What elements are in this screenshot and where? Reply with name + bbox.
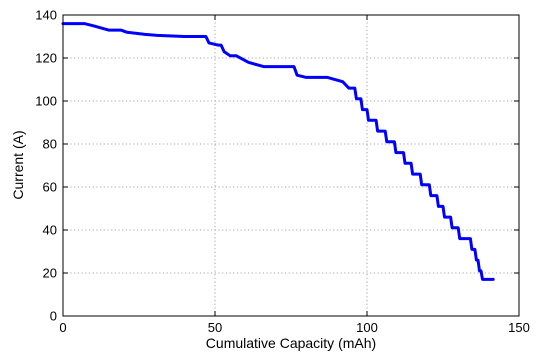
y-tick-label: 140 xyxy=(35,8,57,23)
x-tick-label: 50 xyxy=(208,320,222,335)
x-tick-label: 0 xyxy=(59,320,66,335)
y-tick-label: 40 xyxy=(43,223,57,238)
y-tick-label: 100 xyxy=(35,94,57,109)
tick-layer: 0 50 100 150 0 20 40 60 80 100 120 140 xyxy=(35,8,530,336)
y-tick-label: 60 xyxy=(43,180,57,195)
series-layer xyxy=(61,22,495,281)
series-line-0 xyxy=(61,22,495,281)
y-tick-label: 20 xyxy=(43,266,57,281)
x-axis-title: Cumulative Capacity (mAh) xyxy=(206,335,376,351)
plot-background xyxy=(63,15,519,316)
y-tick-label: 80 xyxy=(43,137,57,152)
y-tick-label: 120 xyxy=(35,51,57,66)
x-tick-label: 100 xyxy=(356,320,378,335)
x-tick-label: 150 xyxy=(508,320,530,335)
plot-frame xyxy=(62,14,520,317)
y-axis-title: Current (A) xyxy=(10,130,26,199)
y-tick-label: 0 xyxy=(50,309,57,324)
